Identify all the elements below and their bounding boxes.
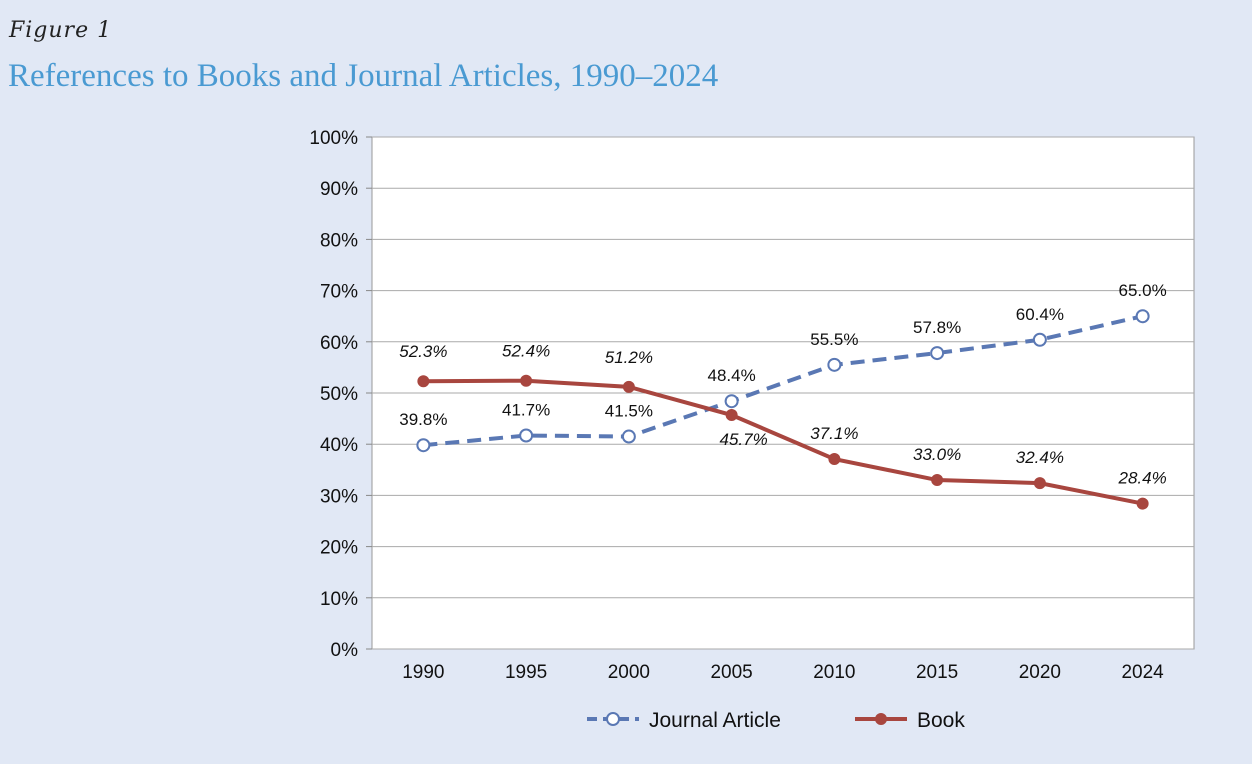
- data-label: 60.4%: [1016, 305, 1064, 324]
- data-point: [416, 438, 431, 453]
- data-label: 39.8%: [399, 410, 447, 429]
- data-point: [520, 374, 533, 387]
- y-tick-label: 30%: [320, 486, 358, 507]
- data-point: [827, 357, 842, 372]
- data-label: 32.4%: [1016, 448, 1064, 467]
- data-label: 45.7%: [720, 430, 768, 449]
- data-label: 52.3%: [399, 342, 447, 361]
- data-point: [1032, 332, 1047, 347]
- data-point: [931, 474, 944, 487]
- data-label: 51.2%: [605, 348, 653, 367]
- y-tick-label: 90%: [320, 179, 358, 200]
- data-label: 41.7%: [502, 400, 550, 419]
- x-tick-label: 1990: [402, 662, 444, 683]
- x-tick-label: 2010: [813, 662, 855, 683]
- data-point: [519, 428, 534, 443]
- y-tick-label: 70%: [320, 282, 358, 303]
- data-point: [725, 409, 738, 422]
- data-point: [724, 394, 739, 409]
- data-label: 28.4%: [1118, 469, 1167, 488]
- legend-label: Book: [917, 709, 965, 732]
- data-label: 33.0%: [913, 445, 961, 464]
- data-label: 55.5%: [810, 330, 858, 349]
- x-tick-label: 2024: [1121, 662, 1164, 683]
- data-label: 37.1%: [810, 424, 858, 443]
- y-tick-label: 100%: [309, 128, 358, 149]
- y-tick-label: 40%: [320, 435, 358, 456]
- y-tick-label: 60%: [320, 333, 358, 354]
- figure-label: Figure 1: [9, 18, 113, 43]
- data-point: [1033, 477, 1046, 490]
- y-tick-label: 10%: [320, 589, 358, 610]
- data-point: [1135, 309, 1150, 324]
- data-label: 52.4%: [502, 342, 550, 361]
- data-point: [417, 375, 430, 388]
- y-tick-label: 50%: [320, 384, 358, 405]
- data-point: [622, 380, 635, 393]
- series-line-journal-article: [423, 314, 1144, 448]
- data-point: [930, 346, 945, 361]
- data-label: 48.4%: [708, 366, 756, 385]
- x-tick-label: 2005: [710, 662, 752, 683]
- legend-label: Journal Article: [649, 709, 781, 732]
- chart-title: References to Books and Journal Articles…: [8, 58, 719, 94]
- data-label: 41.5%: [605, 402, 653, 421]
- data-point: [621, 429, 636, 444]
- data-label: 57.8%: [913, 318, 961, 337]
- legend-marker: [606, 712, 620, 726]
- x-tick-label: 2000: [608, 662, 650, 683]
- data-label: 65.0%: [1119, 281, 1167, 300]
- y-tick-label: 20%: [320, 538, 358, 559]
- x-tick-label: 1995: [505, 662, 547, 683]
- legend-marker: [875, 713, 887, 725]
- y-tick-label: 80%: [320, 230, 358, 251]
- data-point: [828, 453, 841, 466]
- y-tick-label: 0%: [331, 640, 359, 661]
- x-tick-label: 2020: [1019, 662, 1061, 683]
- x-tick-label: 2015: [916, 662, 958, 683]
- series-line-book: [423, 378, 1144, 506]
- data-point: [1136, 497, 1149, 510]
